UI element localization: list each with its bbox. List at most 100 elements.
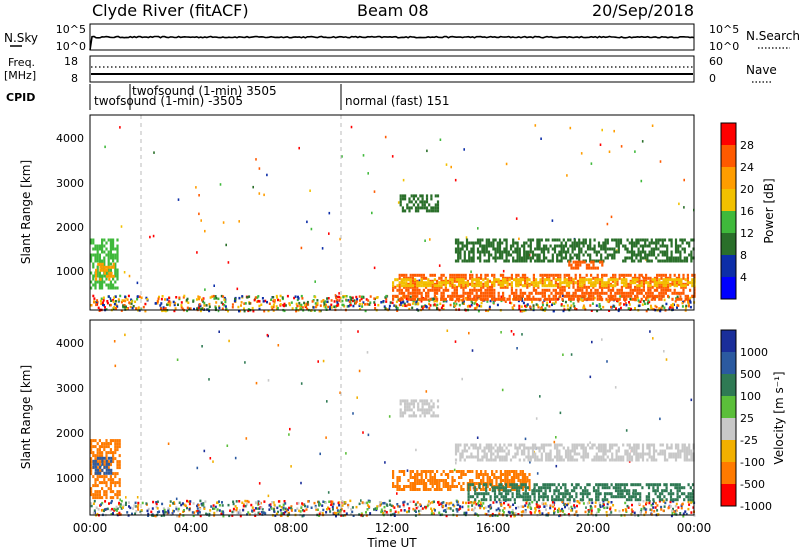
power-speckle — [164, 309, 167, 313]
power-region-2-cell — [493, 273, 496, 277]
velocity-region-2-cell — [502, 479, 505, 482]
power-speckle — [146, 298, 149, 301]
power-region-0-cell — [103, 250, 106, 254]
velocity-region-3-cell — [573, 486, 576, 490]
velocity-speckle — [402, 503, 405, 507]
power-speckle — [129, 305, 132, 309]
power-region-4-cell — [613, 250, 616, 254]
power-speckle — [509, 301, 512, 304]
power-speckle — [591, 302, 594, 305]
power-speckle — [658, 307, 661, 310]
power-speckle — [520, 305, 523, 308]
velocity-speckle — [298, 509, 301, 513]
power-region-2-cell — [488, 291, 491, 295]
power-speckle — [125, 305, 127, 308]
power-region-2-cell — [414, 279, 417, 283]
velocity-speckle — [273, 510, 276, 513]
power-region-3-cell — [444, 284, 447, 288]
power-speckle — [376, 296, 379, 299]
velocity-speckle — [526, 505, 529, 509]
power-region-0-cell — [112, 247, 115, 251]
power-speckle — [624, 302, 627, 305]
velocity-speckle — [208, 378, 210, 381]
power-speckle — [120, 300, 123, 304]
velocity-region-4-cell — [483, 449, 486, 453]
velocity-speckle — [656, 509, 659, 512]
power-region-3-cell — [662, 278, 665, 282]
power-region-5-cell — [432, 206, 435, 210]
power-speckle — [136, 298, 139, 301]
power-region-2-cell — [462, 273, 465, 277]
velocity-region-0-cell — [105, 451, 108, 455]
power-region-4-cell — [531, 250, 535, 254]
velocity-region-3-cell — [529, 498, 532, 502]
velocity-speckle — [479, 506, 482, 510]
velocity-speckle — [597, 510, 600, 513]
power-region-4-cell — [633, 241, 636, 245]
velocity-speckle — [630, 508, 633, 511]
power-region-4-cell — [496, 247, 499, 251]
power-region-2-cell — [651, 294, 654, 298]
velocity-region-4-cell — [459, 455, 462, 459]
velocity-region-2-cell — [480, 470, 483, 473]
velocity-speckle — [487, 505, 490, 508]
power-region-2-cell — [660, 294, 663, 298]
power-speckle — [186, 306, 189, 310]
velocity-speckle — [286, 508, 289, 511]
power-region-4-cell — [657, 259, 660, 263]
velocity-speckle — [307, 500, 310, 503]
velocity-region-0-cell — [90, 457, 93, 461]
power-speckle — [393, 304, 396, 307]
power-speckle — [404, 304, 407, 307]
velocity-speckle — [500, 331, 502, 334]
power-region-4-cell — [650, 250, 653, 254]
velocity-region-3-cell — [478, 492, 481, 496]
power-region-5-cell — [414, 206, 418, 210]
velocity-region-2-cell — [438, 479, 441, 482]
power-region-5-cell — [419, 206, 422, 210]
velocity-speckle — [327, 491, 330, 494]
velocity-region-2-cell — [488, 479, 491, 482]
power-speckle — [254, 296, 257, 299]
velocity-region-3-cell — [628, 495, 631, 499]
velocity-region-3-cell — [502, 498, 505, 502]
power-region-2-cell — [422, 273, 425, 277]
power-region-2-cell — [642, 288, 645, 292]
velocity-region-3-cell — [603, 483, 607, 487]
velocity-region-3-cell — [570, 489, 574, 493]
velocity-region-3-cell — [524, 489, 527, 493]
power-region-2-cell — [427, 294, 430, 298]
velocity-speckle — [669, 505, 672, 508]
velocity-speckle — [462, 501, 465, 504]
velocity-region-3-cell — [533, 486, 536, 490]
power-speckle — [566, 307, 569, 311]
power-region-4-cell — [457, 241, 460, 245]
velocity-region-0-cell — [98, 490, 101, 494]
velocity-region-0-cell — [112, 439, 115, 443]
power-region-4-cell — [683, 259, 686, 263]
velocity-speckle — [650, 504, 653, 507]
power-region-2-cell — [647, 276, 650, 280]
noise-right-label: N.Search — [746, 29, 800, 43]
velocity-region-0-cell — [98, 460, 101, 464]
velocity-region-4-cell — [459, 443, 462, 447]
velocity-region-2-cell — [409, 476, 412, 479]
velocity-speckle — [415, 503, 417, 506]
power-region-2-cell — [640, 288, 643, 292]
velocity-speckle — [110, 513, 113, 516]
power-region-2-cell — [418, 273, 421, 277]
velocity-speckle — [345, 512, 348, 515]
power-region-4-cell — [485, 247, 488, 251]
velocity-region-3-cell — [678, 495, 681, 499]
power-region-2-cell — [623, 273, 626, 277]
velocity-region-3-cell — [542, 492, 545, 496]
power-region-6-cell — [577, 260, 580, 264]
power-region-1-cell — [95, 274, 98, 278]
power-region-3-cell — [583, 281, 586, 285]
velocity-region-3-cell — [579, 498, 582, 502]
velocity-speckle — [277, 500, 280, 503]
velocity-speckle — [347, 506, 350, 509]
velocity-region-4-cell — [496, 446, 499, 450]
power-region-3-cell — [662, 284, 665, 288]
power-speckle — [442, 300, 445, 303]
